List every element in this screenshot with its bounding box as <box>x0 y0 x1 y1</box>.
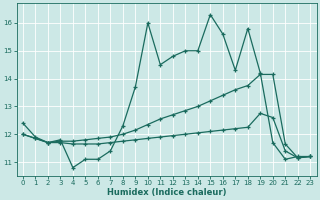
X-axis label: Humidex (Indice chaleur): Humidex (Indice chaleur) <box>107 188 226 197</box>
